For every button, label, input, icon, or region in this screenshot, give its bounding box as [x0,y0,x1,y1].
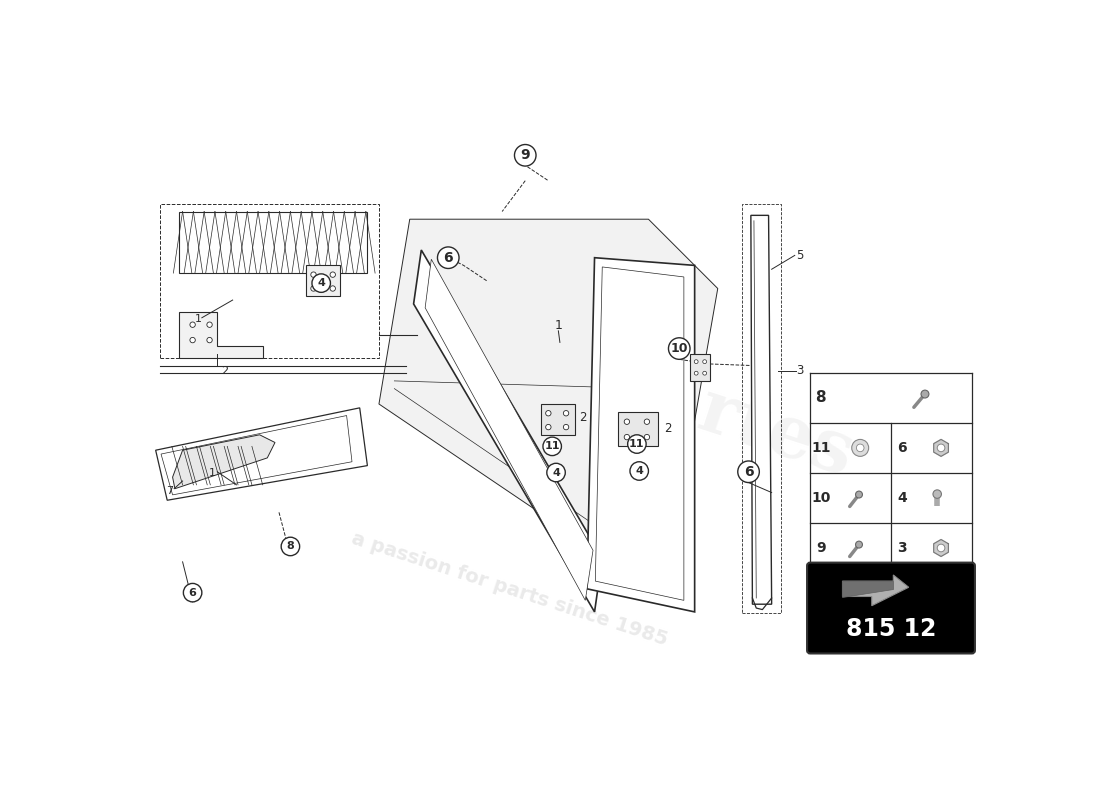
Polygon shape [843,581,893,597]
Circle shape [330,286,336,291]
Polygon shape [934,439,948,456]
Text: 9: 9 [520,148,530,162]
Polygon shape [595,267,684,600]
Circle shape [703,360,706,363]
Text: 11: 11 [811,441,830,455]
Text: 6: 6 [189,588,197,598]
Text: 5: 5 [796,249,804,262]
Circle shape [311,272,316,278]
Polygon shape [173,435,275,489]
Circle shape [311,286,316,291]
Polygon shape [843,575,909,606]
Circle shape [207,322,212,327]
Polygon shape [618,412,658,446]
Polygon shape [306,266,341,296]
Polygon shape [425,259,593,600]
Circle shape [669,338,690,359]
Circle shape [543,437,561,455]
Circle shape [645,434,650,440]
Text: 6: 6 [896,441,906,455]
Circle shape [628,435,646,454]
Text: 815 12: 815 12 [846,617,936,641]
Text: 6: 6 [744,465,754,478]
Polygon shape [178,211,367,273]
Circle shape [624,434,629,440]
Circle shape [190,322,196,327]
Polygon shape [178,311,264,358]
Text: euroPartes: euroPartes [419,286,862,490]
Polygon shape [378,219,717,597]
Circle shape [738,461,759,482]
Circle shape [563,425,569,430]
Circle shape [515,145,536,166]
Polygon shape [156,408,367,500]
Text: 8: 8 [815,390,826,406]
Text: 4: 4 [317,278,326,288]
Circle shape [438,247,459,269]
Circle shape [282,538,299,556]
Circle shape [630,462,649,480]
Text: 4: 4 [636,466,644,476]
Circle shape [694,360,698,363]
Text: 1: 1 [554,319,562,332]
Text: 2: 2 [664,422,671,435]
Circle shape [921,390,928,398]
Circle shape [645,419,650,425]
Text: 3: 3 [896,541,906,555]
Polygon shape [160,204,378,358]
Circle shape [624,419,629,425]
Circle shape [207,338,212,342]
Polygon shape [161,415,352,495]
Circle shape [851,439,869,456]
Text: 10: 10 [811,491,830,505]
Text: 1: 1 [195,314,201,324]
Circle shape [330,272,336,278]
Text: 7: 7 [166,486,173,496]
Polygon shape [934,539,948,557]
Text: 2: 2 [580,410,586,423]
Text: 2: 2 [221,366,228,376]
Circle shape [703,371,706,375]
FancyBboxPatch shape [807,562,975,654]
Circle shape [546,410,551,416]
Text: 11: 11 [544,442,560,451]
Circle shape [190,338,196,342]
Text: 3: 3 [796,364,804,378]
Circle shape [694,371,698,375]
Text: 10: 10 [671,342,688,355]
Polygon shape [587,258,695,612]
Circle shape [184,583,202,602]
Circle shape [857,444,864,452]
Circle shape [547,463,565,482]
Circle shape [563,410,569,416]
Circle shape [856,491,862,498]
Text: 6: 6 [443,250,453,265]
Text: 9: 9 [816,541,826,555]
Circle shape [933,490,942,498]
Circle shape [937,444,945,452]
Text: 1: 1 [209,468,216,478]
Text: 8: 8 [286,542,295,551]
Polygon shape [541,404,575,435]
Polygon shape [414,250,603,612]
Circle shape [856,541,862,548]
Circle shape [546,425,551,430]
Text: 4: 4 [896,491,906,505]
Text: 11: 11 [629,439,645,449]
Circle shape [937,544,945,552]
Text: a passion for parts since 1985: a passion for parts since 1985 [350,529,670,649]
Text: 4: 4 [552,467,560,478]
Polygon shape [751,215,772,604]
Circle shape [312,274,330,292]
Polygon shape [690,354,711,381]
